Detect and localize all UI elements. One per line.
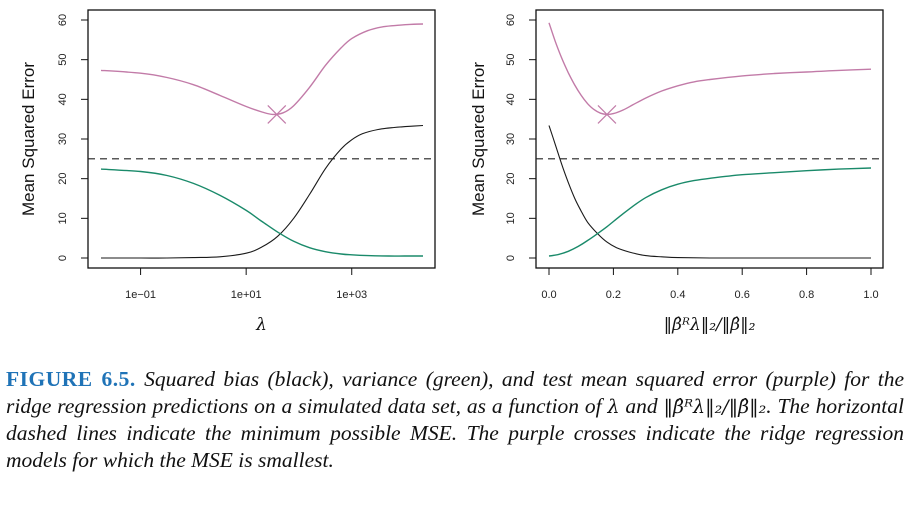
x-tick-label: 0.4 [670,289,685,301]
right-panel-norm-ratio: 0 10 20 30 40 50 60 0.0 0.2 0.4 0.6 0.8 1.0 Mean Squa… [469,9,884,335]
x-tick-label: 1e+03 [336,289,367,301]
x-tick-label: 0.2 [606,289,621,301]
min-mse-cross-marker [597,104,617,124]
y-tick-label: 50 [505,54,517,66]
x-tick-label: 0.8 [799,289,814,301]
y-tick-label: 10 [57,212,69,224]
y-tick-label: 40 [505,93,517,105]
caption-text-2: . The horizontal dashed lines indicate t… [6,393,904,472]
y-tick-label: 30 [57,133,69,145]
left-panel-lambda: 0 10 20 30 40 50 60 1e−01 1e+01 1e+03 Mean Squared… [19,9,436,335]
y-axis-label: Mean Squared Error [19,62,38,216]
y-tick-label: 30 [505,133,517,145]
y-tick-label: 40 [57,93,69,105]
plot-frame [535,9,884,269]
y-tick-label: 0 [57,255,69,261]
y-tick-label: 20 [57,173,69,185]
y-tick-label: 60 [505,14,517,26]
cross-stroke [597,104,617,124]
variance-line [100,168,423,257]
x-axis-label: ‖β̂ᴿλ‖₂/‖β̂‖₂ [664,315,756,335]
test-mse-line [100,23,424,116]
variance-line [548,167,872,257]
figure-panels: 0 10 20 30 40 50 60 1e−01 1e+01 1e+03 Mean Squared… [19,9,884,335]
y-tick-label: 50 [57,54,69,66]
y-tick-label: 10 [505,212,517,224]
y-tick-label: 60 [57,14,69,26]
x-tick-label: 1.0 [863,289,878,301]
min-mse-cross-marker [267,104,287,124]
caption-text-1: Squared bias (black), variance (green), … [6,367,904,418]
caption-norm-ratio: ‖β̂ᴿλ‖₂/‖β̂‖₂ [663,395,767,418]
caption-and: and [619,393,664,418]
x-tick-label: 0.0 [541,289,556,301]
x-tick-label: 1e−01 [125,289,156,301]
figure-caption: FIGURE 6.5. Squared bias (black), varian… [6,366,904,473]
squared-bias-line [548,125,871,259]
cross-stroke [267,104,287,124]
y-axis-label: Mean Squared Error [469,62,488,216]
x-axis-label: λ [255,315,267,335]
test-mse-line [548,22,872,116]
y-tick-label: 20 [505,173,517,185]
figure-label: FIGURE 6.5. [6,367,136,391]
plot-frame [87,9,436,269]
x-tick-label: 0.6 [735,289,750,301]
x-tick-label: 1e+01 [231,289,262,301]
y-tick-label: 0 [505,255,517,261]
caption-lambda: λ [607,395,620,418]
squared-bias-line [100,124,424,259]
